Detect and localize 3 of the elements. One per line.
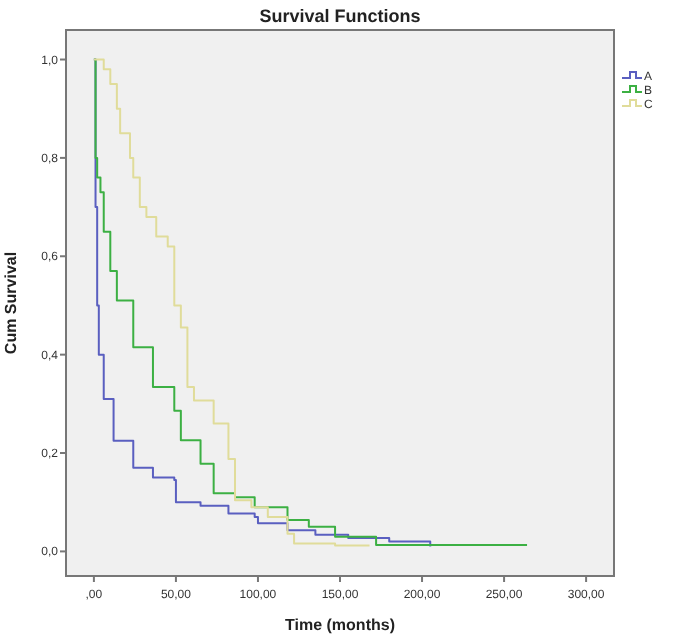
y-axis-title: Cum Survival [2, 251, 20, 355]
x-axis-title: Time (months) [285, 616, 396, 634]
chart-title: Survival Functions [259, 6, 421, 26]
